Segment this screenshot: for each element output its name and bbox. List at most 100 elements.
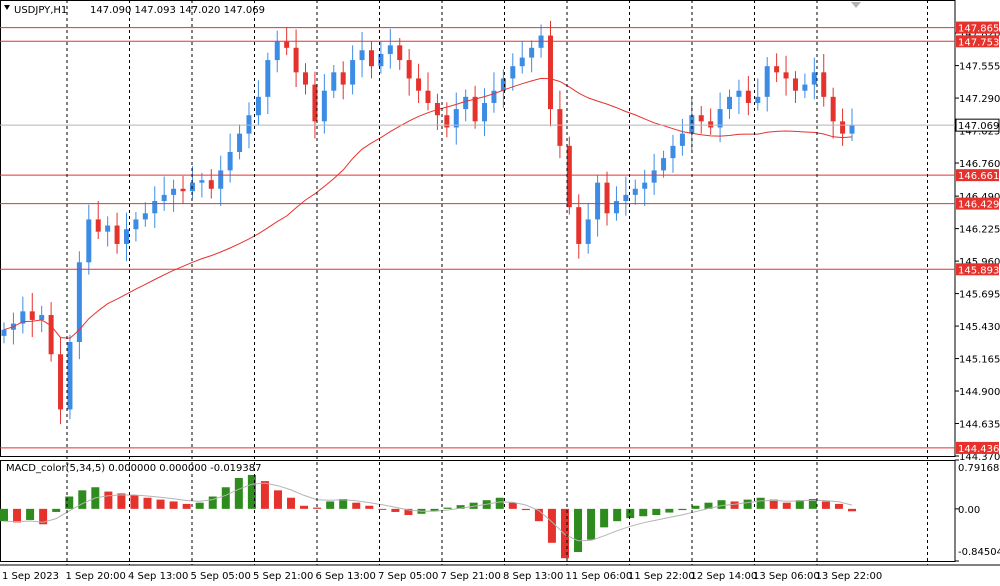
level-price-tag — [956, 197, 999, 210]
macd-bar — [626, 508, 635, 519]
macd-bar — [834, 503, 843, 509]
current-price-label: 147.069 — [958, 121, 999, 132]
macd-bar — [404, 508, 413, 516]
chart-shift-icon[interactable] — [851, 2, 861, 8]
y-tick-label: 145.430 — [959, 322, 1000, 333]
candle-body — [180, 188, 186, 192]
macd-bar — [313, 507, 322, 509]
macd-bar — [339, 498, 348, 509]
candle-body — [208, 180, 214, 189]
macd-bar — [587, 508, 596, 540]
macd-y-tick-label: -0.845040 — [958, 547, 1000, 558]
macd-bar — [182, 503, 191, 509]
candle-body — [613, 201, 619, 214]
macd-bar — [521, 508, 530, 511]
symbol-info: USDJPY,H1 — [14, 5, 67, 16]
macd-bar — [821, 501, 830, 509]
y-tick-label: 144.370 — [959, 452, 1000, 463]
candle-body — [576, 207, 582, 244]
macd-bar — [782, 502, 791, 509]
candle-body — [123, 229, 129, 244]
macd-bar — [743, 499, 752, 509]
x-tick-label: 7 Sep 21:00 — [441, 571, 501, 582]
macd-bar — [352, 502, 361, 509]
candle-body — [679, 133, 685, 146]
macd-bar — [430, 508, 439, 512]
candle-body — [142, 213, 148, 220]
candle-body — [406, 60, 412, 79]
macd-y-tick-label: 0.791681 — [958, 463, 1000, 474]
level-price-tag — [956, 169, 999, 182]
macd-bar — [326, 501, 335, 509]
macd-bar — [221, 487, 230, 509]
macd-signal-line — [3, 482, 853, 542]
candle-body — [95, 219, 101, 232]
level-price-tag — [956, 21, 999, 34]
candle-body — [727, 96, 733, 110]
candle-body — [745, 90, 751, 103]
candle-body — [482, 102, 488, 122]
macd-bar — [365, 505, 374, 509]
macd-bar — [730, 501, 739, 509]
symbol-dropdown-icon[interactable] — [4, 5, 10, 10]
x-tick-label: 5 Sep 21:00 — [253, 571, 313, 582]
candle-body — [416, 78, 422, 91]
candle-body — [1, 329, 7, 336]
candle-body — [29, 311, 35, 320]
candle-body — [802, 84, 808, 91]
candle-body — [566, 145, 572, 208]
candle-body — [76, 262, 82, 342]
macd-bar — [717, 500, 726, 509]
candle-body — [547, 35, 553, 110]
macd-bar — [130, 495, 139, 509]
price-panel: 147.820 147.555 147.290 147.025 146.760 146.4… — [0, 0, 1000, 463]
candle-body — [651, 170, 657, 183]
y-tick-label: 145.695 — [959, 290, 1000, 301]
candle-body — [595, 182, 601, 220]
candle-body — [500, 78, 506, 91]
candle-body — [218, 170, 224, 189]
candle-body — [58, 354, 64, 410]
macd-bar — [495, 497, 504, 509]
candle-body — [661, 158, 667, 171]
x-tick-label: 11 Sep 06:00 — [566, 571, 633, 582]
macd-bar — [443, 507, 452, 509]
macd-bar — [456, 505, 465, 509]
macd-bar — [247, 474, 256, 509]
candle-body — [840, 121, 846, 134]
macd-bar — [756, 497, 765, 509]
x-tick-label: 8 Sep 13:00 — [503, 571, 563, 582]
macd-bar — [665, 508, 674, 513]
candle-body — [736, 90, 742, 97]
candle-body — [425, 90, 431, 103]
candle-body — [792, 78, 798, 91]
candle-body — [293, 47, 299, 73]
x-tick-label: 6 Sep 13:00 — [316, 571, 376, 582]
candle-body — [171, 188, 177, 195]
macd-bar — [808, 498, 817, 509]
macd-bar — [574, 508, 583, 553]
macd-bar — [26, 508, 35, 520]
macd-bar — [678, 508, 687, 511]
x-tick-label: 13 Sep 06:00 — [753, 571, 820, 582]
level-price-tag — [956, 263, 999, 276]
macd-title: MACD_color(5,34,5) 0.000000 0.000000 -0.… — [6, 463, 262, 474]
macd-bar — [560, 508, 569, 559]
candle-body — [689, 115, 695, 134]
x-tick-label: 7 Sep 05:00 — [378, 571, 438, 582]
current-price-tag — [955, 118, 1000, 132]
level-price-tag — [956, 441, 999, 454]
level-price-label: 146.661 — [958, 171, 999, 182]
macd-bar — [691, 505, 700, 509]
candle-body — [453, 109, 459, 128]
macd-bar — [273, 490, 282, 509]
candle-body — [114, 225, 120, 244]
candle-body — [755, 96, 761, 103]
macd-bar — [287, 497, 296, 509]
candle-body — [463, 96, 469, 110]
candle-body — [20, 311, 26, 324]
macd-bar — [260, 481, 269, 509]
macd-bar — [39, 508, 48, 525]
y-tick-label: 144.635 — [959, 420, 1000, 431]
